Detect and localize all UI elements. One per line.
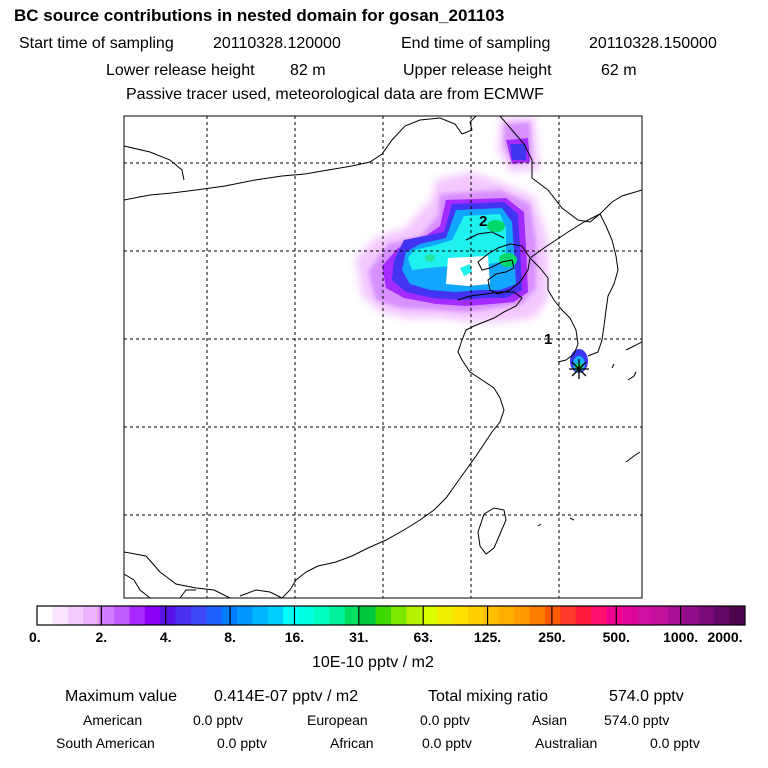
colorbar-swatch <box>175 606 192 625</box>
region-value-australian: 0.0 pptv <box>650 735 700 751</box>
lower-height-label: Lower release height <box>106 62 255 79</box>
colorbar-swatch <box>729 606 746 625</box>
region-value-american: 0.0 pptv <box>193 712 243 728</box>
colorbar-swatch <box>375 606 392 625</box>
colorbar-tick-label: 2. <box>95 629 108 645</box>
colorbar-swatch <box>452 606 469 625</box>
colorbar-swatch <box>37 606 53 625</box>
end-time-label: End time of sampling <box>401 35 551 52</box>
region-value-european: 0.0 pptv <box>420 712 470 728</box>
colorbar-swatch <box>237 606 253 625</box>
colorbar-swatch <box>113 606 130 625</box>
max-value: 0.414E-07 pptv / m2 <box>214 688 359 705</box>
units-label: 10E-10 pptv / m2 <box>312 654 434 671</box>
end-time-value: 20110328.150000 <box>589 35 717 52</box>
colorbar-swatch <box>652 606 669 625</box>
high-spot-north <box>487 220 505 232</box>
receptor-label-2: 2 <box>479 213 487 230</box>
colorbar-swatch <box>98 606 115 625</box>
colorbar-swatch <box>283 606 300 625</box>
colorbar-tick-label: 250. <box>538 629 566 645</box>
colorbar-swatch <box>421 606 438 625</box>
colorbar-tick-label: 16. <box>284 629 305 645</box>
region-name-south-american: South American <box>56 735 155 751</box>
colorbar-swatch <box>498 606 515 625</box>
region-name-asian: Asian <box>532 712 568 728</box>
colorbar-frame <box>36 605 746 626</box>
colorbar-swatch <box>560 606 577 625</box>
grid-lines <box>124 116 642 598</box>
colorbar-swatch <box>206 606 223 625</box>
colorbar-swatch <box>83 606 99 625</box>
region-name-african: African <box>330 735 374 751</box>
colorbar-swatch <box>514 606 530 625</box>
coastlines <box>124 116 642 598</box>
region-name-american: American <box>83 712 143 728</box>
colorbar-tick-label: 63. <box>413 629 433 645</box>
receptor-label-1: 1 <box>544 331 552 348</box>
colorbar-swatch <box>683 606 700 625</box>
start-time-label: Start time of sampling <box>19 35 174 52</box>
colorbar-swatch <box>437 606 453 625</box>
colorbar-tick-label: 4. <box>159 629 172 645</box>
region-value-asian: 574.0 pptv <box>604 712 670 728</box>
colorbar-swatch <box>575 606 592 625</box>
colorbar-swatch <box>529 606 546 625</box>
colorbar-tick-label: 2000. <box>707 629 743 645</box>
high-spot-west <box>425 254 435 262</box>
upper-height-label: Upper release height <box>403 62 552 79</box>
colorbar-tick-label: 1000. <box>663 629 699 645</box>
region-name-european: European <box>307 712 368 728</box>
receptor-star-icon <box>569 359 589 379</box>
colorbar-tick-label: 500. <box>602 629 630 645</box>
colorbar-swatch <box>144 606 161 625</box>
colorbar-swatch <box>360 606 377 625</box>
colorbar-swatch <box>267 606 284 625</box>
upper-height-value: 62 m <box>601 62 637 79</box>
colorbar-tick-label: 31. <box>349 629 369 645</box>
colorbar-swatch <box>467 606 484 625</box>
colorbar-swatch <box>129 606 146 625</box>
region-value-south-american: 0.0 pptv <box>217 735 267 751</box>
colorbar-swatch <box>606 606 623 625</box>
lower-height-value: 82 m <box>290 62 326 79</box>
colorbar-swatch <box>483 606 500 625</box>
concentration-field <box>355 116 588 373</box>
colorbar-swatch <box>698 606 715 625</box>
colorbar-swatch <box>637 606 654 625</box>
tracer-note: Passive tracer used, meteorological data… <box>126 86 544 103</box>
colorbar-swatch <box>67 606 84 625</box>
colorbar-swatch <box>591 606 607 625</box>
colorbar-tick-label: 125. <box>473 629 502 645</box>
colorbar-swatch <box>668 606 684 625</box>
colorbar-swatch <box>329 606 346 625</box>
colorbar-swatch <box>714 606 731 625</box>
colorbar-swatch <box>544 606 561 625</box>
start-time-value: 20110328.120000 <box>213 35 341 52</box>
colorbar-swatch <box>406 606 423 625</box>
colorbar-swatch <box>160 606 176 625</box>
max-value-label: Maximum value <box>65 688 178 705</box>
region-name-australian: Australian <box>535 735 598 751</box>
high-spot-east <box>499 253 517 267</box>
colorbar-swatch <box>391 606 407 625</box>
colorbar-swatch <box>298 606 315 625</box>
colorbar-swatch <box>314 606 330 625</box>
colorbar-swatch <box>190 606 207 625</box>
total-mixing-label: Total mixing ratio <box>428 688 549 705</box>
chart-title: BC source contributions in nested domain… <box>14 6 505 25</box>
colorbar-tick-label: 8. <box>224 629 236 645</box>
colorbar-swatch <box>252 606 269 625</box>
map-frame <box>123 115 643 599</box>
colorbar-swatch <box>52 606 69 625</box>
colorbar-tick-label: 0. <box>29 629 41 645</box>
colorbar <box>37 606 746 625</box>
colorbar-swatch <box>621 606 638 625</box>
total-mixing-value: 574.0 pptv <box>609 688 684 705</box>
region-value-african: 0.0 pptv <box>422 735 472 751</box>
colorbar-swatch <box>344 606 361 625</box>
